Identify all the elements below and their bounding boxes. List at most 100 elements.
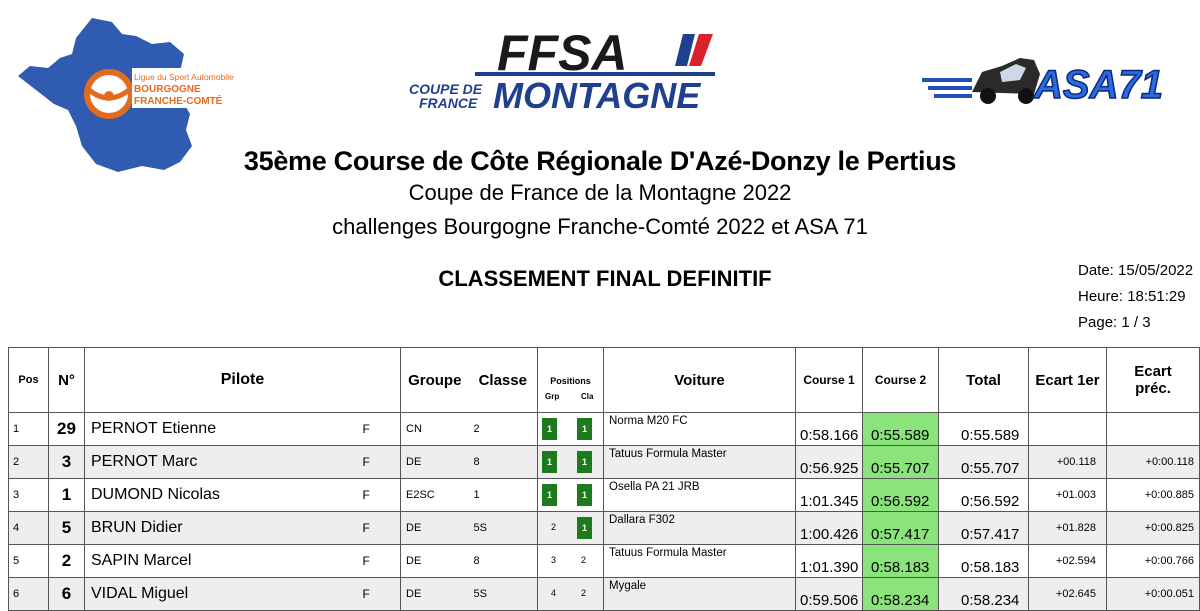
result-voiture: Tatuus Formula Master: [603, 445, 796, 479]
result-course2: 0:55.707: [862, 445, 939, 479]
positions-grp-label: Grp: [545, 392, 560, 401]
result-course1: 1:01.345: [795, 478, 863, 512]
logo-left-line3: FRANCHE-COMTÉ: [134, 94, 223, 107]
result-ecart1: +01.828: [1028, 511, 1107, 545]
result-total: 0:58.234: [938, 577, 1029, 611]
ecart-prec-line1: Ecart: [1134, 363, 1172, 380]
result-ecart-prec: +0:00.118: [1106, 445, 1200, 479]
result-course2: 0:58.183: [862, 544, 939, 578]
result-pos-grp: 4: [550, 588, 556, 598]
result-course1: 0:58.166: [795, 412, 863, 446]
col-header-classe: Classe: [468, 347, 538, 413]
coupe-de-text: COUPE DE: [409, 81, 483, 97]
result-course1: 0:56.925: [795, 445, 863, 479]
report-date: Date: 15/05/2022: [1078, 262, 1194, 279]
result-num: 3: [48, 445, 85, 479]
results-table: Pos N° Pilote Groupe Classe Positions Gr…: [8, 347, 1200, 611]
positions-label: Positions: [550, 376, 591, 386]
result-ecart-prec: +0:00.051: [1106, 577, 1200, 611]
result-num: 1: [48, 478, 85, 512]
col-header-ecart1: Ecart 1er: [1028, 347, 1107, 413]
result-course2: 0:58.234: [862, 577, 939, 611]
result-sexe: F: [362, 445, 401, 479]
result-groupe: DE: [400, 577, 469, 611]
table-header-row: Pos N° Pilote Groupe Classe Positions Gr…: [8, 347, 1200, 413]
asa71-logo: ASA71: [922, 58, 1164, 108]
result-pos-grp: 1: [542, 451, 557, 473]
classement-title: CLASSEMENT FINAL DEFINITIF: [438, 266, 772, 291]
table-row: 3 1 DUMOND Nicolas F E2SC 1 1 1 Osella PA 21 JRB…: [8, 478, 1200, 512]
result-ecart1: [1028, 412, 1107, 446]
table-row: 5 2 SAPIN Marcel F DE 8 3 2 Tatuus Formula Maste…: [8, 544, 1200, 578]
table-row: 1 29 PERNOT Etienne F CN 2 1 1 Norma M20 FC 0:58.…: [8, 412, 1200, 446]
result-pilote: PERNOT Etienne: [84, 412, 363, 446]
result-sexe: F: [362, 577, 401, 611]
result-pos-cla: 1: [577, 418, 592, 440]
col-header-course1: Course 1: [795, 347, 863, 413]
col-header-positions: Positions Grp Cla: [537, 347, 604, 413]
result-ecart1: +02.645: [1028, 577, 1107, 611]
result-total: 0:55.707: [938, 445, 1029, 479]
result-pos-cla: 1: [577, 484, 592, 506]
page-number: Page: 1 / 3: [1078, 314, 1151, 331]
result-voiture: Mygale: [603, 577, 796, 611]
result-ecart1: +00.118: [1028, 445, 1107, 479]
col-header-pilote: Pilote: [84, 347, 401, 413]
result-num: 6: [48, 577, 85, 611]
result-ecart-prec: +0:00.825: [1106, 511, 1200, 545]
result-voiture: Dallara F302: [603, 511, 796, 545]
result-course2: 0:55.589: [862, 412, 939, 446]
result-classe: 5S: [468, 511, 538, 545]
result-pos-grp: 1: [542, 418, 557, 440]
result-course2: 0:57.417: [862, 511, 939, 545]
ecart-prec-line2: préc.: [1135, 380, 1171, 397]
result-num: 2: [48, 544, 85, 578]
asa71-wordmark: ASA71: [1033, 63, 1163, 107]
tricolor-stripe-icon: [675, 34, 695, 66]
result-pos-cla: 2: [580, 588, 586, 598]
ffsa-wordmark: FFSA: [497, 26, 628, 81]
ffsa-montagne-logo: FFSA COUPE DE FRANCE MONTAGNE: [409, 26, 715, 116]
france-text: FRANCE: [419, 95, 478, 111]
result-groupe: CN: [400, 412, 469, 446]
result-course1: 1:00.426: [795, 511, 863, 545]
result-voiture: Norma M20 FC: [603, 412, 796, 446]
result-sexe: F: [362, 511, 401, 545]
logo-left-line1: Ligue du Sport Automobile: [134, 72, 234, 82]
result-sexe: F: [362, 544, 401, 578]
result-pos: 3: [8, 478, 49, 512]
col-header-pos: Pos: [8, 347, 49, 413]
event-title: 35ème Course de Côte Régionale D'Azé-Don…: [243, 146, 957, 176]
result-classe: 8: [468, 544, 538, 578]
result-total: 0:58.183: [938, 544, 1029, 578]
result-pilote: SAPIN Marcel: [84, 544, 363, 578]
result-groupe: DE: [400, 511, 469, 545]
result-pilote: PERNOT Marc: [84, 445, 363, 479]
result-classe: 2: [468, 412, 538, 446]
montagne-wordmark: MONTAGNE: [493, 75, 701, 116]
col-header-num: N°: [48, 347, 85, 413]
event-subtitle-2: challenges Bourgogne Franche-Comté 2022 …: [332, 214, 868, 239]
result-sexe: F: [362, 478, 401, 512]
result-classe: 8: [468, 445, 538, 479]
result-pos: 1: [8, 412, 49, 446]
result-ecart-prec: [1106, 412, 1200, 446]
result-voiture: Tatuus Formula Master: [603, 544, 796, 578]
result-sexe: F: [362, 412, 401, 446]
result-pos-cla: 2: [580, 555, 586, 565]
result-classe: 1: [468, 478, 538, 512]
table-row: 6 6 VIDAL Miguel F DE 5S 4 2 Mygale 0:59.506 0:58.…: [8, 577, 1200, 611]
result-groupe: DE: [400, 544, 469, 578]
col-header-course2: Course 2: [862, 347, 939, 413]
result-classe: 5S: [468, 577, 538, 611]
result-pilote: BRUN Didier: [84, 511, 363, 545]
positions-cla-label: Cla: [581, 392, 594, 401]
col-header-groupe: Groupe: [400, 347, 469, 413]
result-total: 0:55.589: [938, 412, 1029, 446]
